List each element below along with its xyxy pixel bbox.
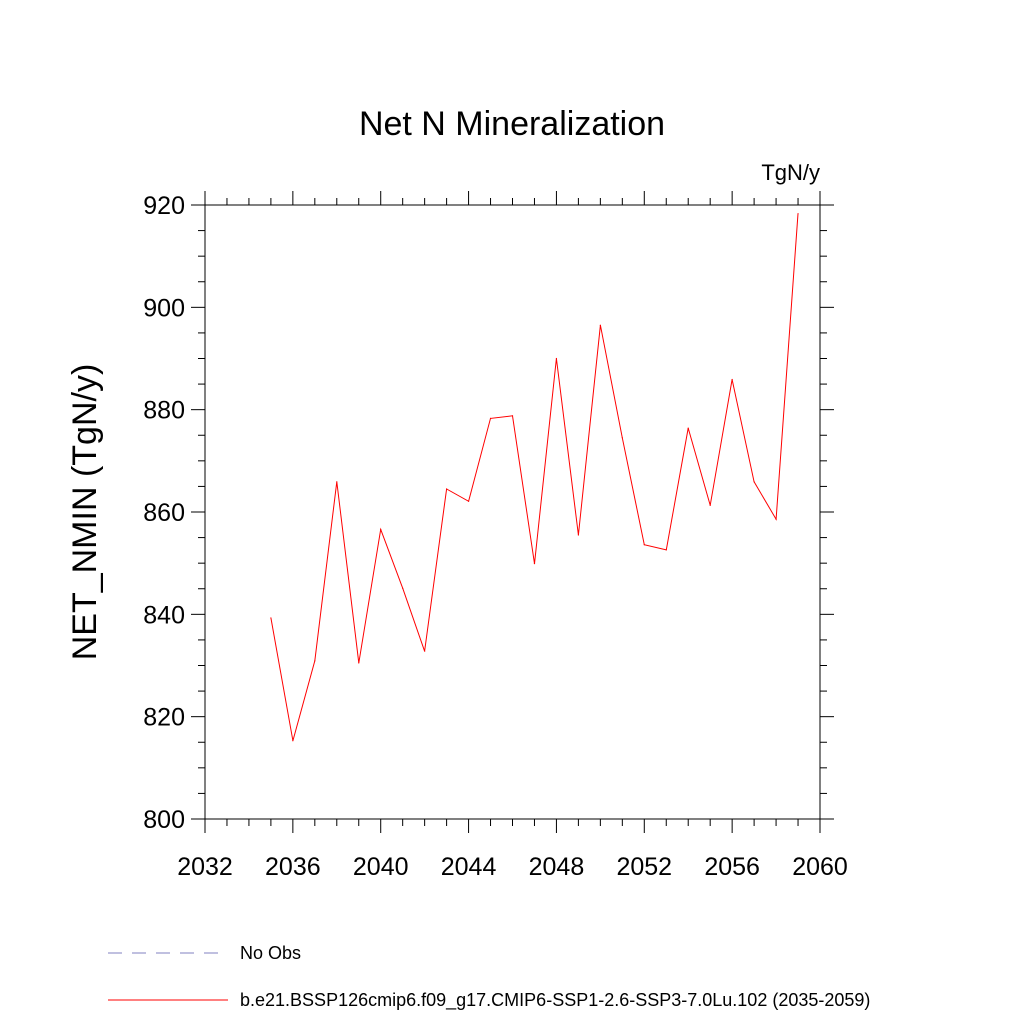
data-point [753, 481, 755, 483]
y-axis-title: NET_NMIN (TgN/y) [66, 364, 104, 661]
data-point [709, 504, 711, 506]
data-point [643, 544, 645, 546]
x-tick-label: 2040 [353, 853, 409, 881]
data-point [511, 415, 514, 417]
y-tick-label: 800 [143, 806, 185, 834]
x-tick-label: 2044 [441, 853, 497, 881]
data-point [270, 617, 272, 619]
data-point [489, 417, 492, 419]
y-tick-label: 920 [143, 192, 185, 220]
x-tick-label: 2056 [704, 853, 760, 881]
y-tick-label: 820 [143, 704, 185, 732]
data-point [533, 563, 536, 565]
y-tick-label: 880 [143, 397, 185, 425]
data-point [731, 378, 733, 381]
data-point [621, 437, 623, 439]
data-point [775, 518, 777, 520]
x-tick-label: 2060 [792, 853, 848, 881]
series-layer [270, 213, 799, 742]
data-point [599, 324, 601, 326]
data-point [446, 488, 448, 490]
data-point [424, 650, 426, 652]
x-tick-label: 2036 [265, 853, 321, 881]
series-line [270, 213, 799, 741]
data-point [358, 662, 360, 664]
data-point [665, 549, 667, 551]
data-point [292, 740, 294, 742]
y-tick-label: 860 [143, 499, 185, 527]
y-tick-label: 840 [143, 601, 185, 629]
legend-label-model: b.e21.BSSP126cmip6.f09_g17.CMIP6-SSP1-2.… [240, 990, 870, 1011]
x-tick-label: 2048 [529, 853, 585, 881]
x-tick-label: 2032 [177, 853, 233, 881]
data-point [380, 528, 382, 530]
axis-ticks [191, 191, 834, 833]
plot-frame [204, 204, 821, 820]
axis-tick-labels: 2032 2036 2040 2044 2048 2052 2056 2060 800 820 84… [143, 192, 848, 881]
data-point [797, 213, 799, 215]
data-point [314, 660, 316, 662]
y-tick-label: 900 [143, 294, 185, 322]
data-point [687, 427, 689, 429]
units-label: TgN/y [761, 160, 820, 185]
data-point [577, 534, 579, 536]
x-tick-label: 2052 [616, 853, 672, 881]
data-point [555, 357, 558, 360]
chart-title: Net N Mineralization [359, 105, 665, 143]
legend: No Obs b.e21.BSSP126cmip6.f09_g17.CMIP6-… [108, 943, 870, 1011]
data-point [336, 481, 338, 483]
legend-label-no-obs: No Obs [240, 943, 301, 963]
data-point [467, 500, 470, 502]
data-point [402, 587, 404, 589]
